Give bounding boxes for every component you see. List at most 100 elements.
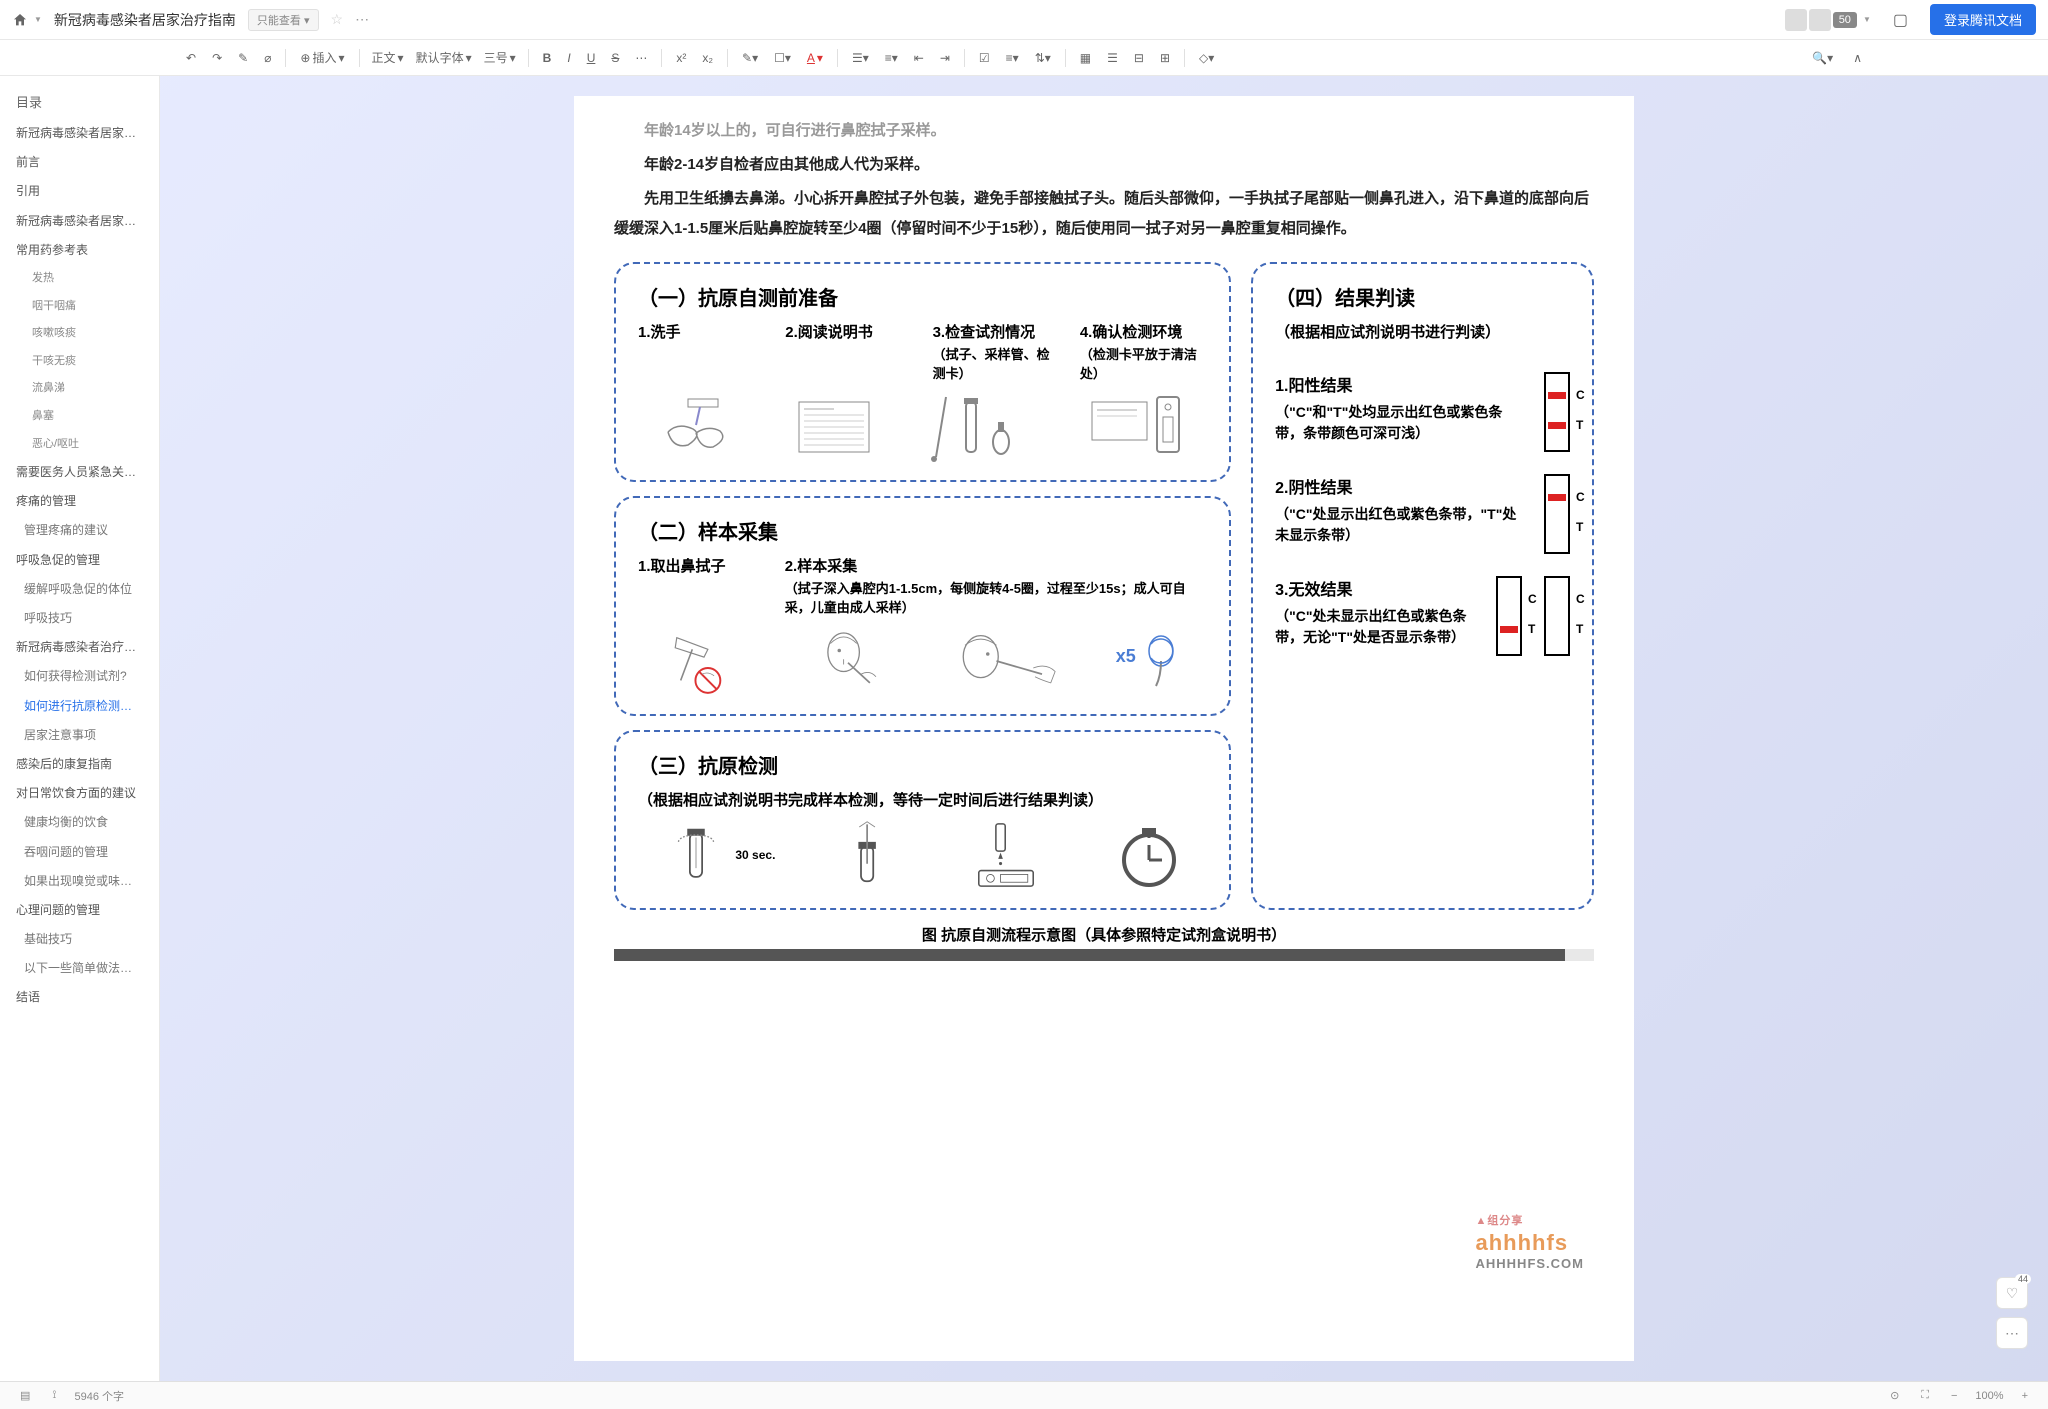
toc-item[interactable]: 新冠病毒感染者治疗抗原... (0, 633, 159, 662)
align-icon[interactable]: ≡▾ (1000, 47, 1025, 69)
result-title: 1.阳性结果 (1275, 372, 1530, 396)
toc-item[interactable]: 流鼻涕 (0, 375, 159, 403)
toc-item[interactable]: 干咳无痰 (0, 348, 159, 376)
star-icon[interactable]: ☆ (331, 11, 344, 28)
more-icon[interactable]: ⋯ (355, 11, 369, 28)
toc-item[interactable]: 结语 (0, 983, 159, 1012)
test-strip: CT (1544, 372, 1570, 452)
toc-item[interactable]: 健康均衡的饮食 (0, 808, 159, 837)
subscript-icon[interactable]: x₂ (696, 47, 719, 69)
illus-swab-open (659, 626, 749, 696)
illus-timer (1114, 820, 1184, 890)
content-area[interactable]: 年龄14岁以上的，可自行进行鼻腔拭子采样。 年龄2-14岁自检者应由其他成人代为… (160, 76, 2048, 1381)
toc-item[interactable]: 咽干咽痛 (0, 293, 159, 321)
box-title: （二）样本采集 (638, 516, 1207, 545)
toc-item[interactable]: 引用 (0, 177, 159, 206)
toc-item[interactable]: 如果出现嗅觉或味觉下降，建议： (0, 867, 159, 896)
outline-icon[interactable]: ▤ (16, 1387, 34, 1404)
search-icon[interactable]: 🔍▾ (1806, 47, 1839, 69)
toc-item[interactable]: 新冠病毒感染者居家治疗... (0, 207, 159, 236)
home-icon[interactable] (12, 12, 28, 28)
underline-icon[interactable]: U (581, 47, 602, 69)
highlight-icon[interactable]: ✎▾ (736, 47, 764, 69)
step-title: 1.洗手 (638, 321, 765, 342)
zoom-in[interactable]: + (2018, 1388, 2032, 1404)
step-note: （检测卡平放于清洁处） (1080, 344, 1207, 382)
login-button[interactable]: 登录腾讯文档 (1930, 4, 2036, 35)
toc-item[interactable]: 如何进行抗原检测和结果判读? (0, 692, 159, 721)
toc-item[interactable]: 疼痛的管理 (0, 487, 159, 516)
illus-drop (961, 820, 1051, 890)
italic-icon[interactable]: I (561, 47, 576, 69)
line-spacing-icon[interactable]: ⇅▾ (1029, 47, 1057, 69)
illus-manual (794, 392, 874, 462)
home-dropdown[interactable]: ▼ (34, 15, 42, 24)
step-title: 2.样本采集 (785, 555, 1207, 576)
toc-item[interactable]: 鼻塞 (0, 403, 159, 431)
bold-icon[interactable]: B (537, 47, 558, 69)
fullscreen-icon[interactable]: ⛶ (1917, 1387, 1933, 1404)
watermark: ▲组分享 ahhhhfs AHHHHFS.COM (1476, 1204, 1585, 1271)
more-float-button[interactable]: ⋯ (1996, 1317, 2028, 1349)
bg-color-icon[interactable]: ☐▾ (768, 47, 797, 69)
tool4-icon[interactable]: ⊞ (1154, 47, 1176, 69)
box-title: （一）抗原自测前准备 (638, 282, 1207, 311)
toc-item[interactable]: 基础技巧 (0, 925, 159, 954)
toc-item[interactable]: 吞咽问题的管理 (0, 838, 159, 867)
undo-icon[interactable]: ↶ (180, 47, 202, 69)
step-title: 1.取出鼻拭子 (638, 555, 765, 576)
toc-item[interactable]: 如何获得检测试剂? (0, 662, 159, 691)
tool3-icon[interactable]: ⊟ (1128, 47, 1150, 69)
toc-item[interactable]: 需要医务人员紧急关注的 "... (0, 458, 159, 487)
toc-item[interactable]: 管理疼痛的建议 (0, 516, 159, 545)
expand-icon[interactable]: ∧ (1847, 47, 1868, 69)
toc-item[interactable]: 呼吸技巧 (0, 604, 159, 633)
bullet-list-icon[interactable]: ☰▾ (846, 47, 875, 69)
toc-item[interactable]: 发热 (0, 265, 159, 293)
toc-item[interactable]: 恶心/呕吐 (0, 431, 159, 459)
redo-icon[interactable]: ↷ (206, 47, 228, 69)
tool1-icon[interactable]: ▦ (1074, 47, 1097, 69)
outdent-icon[interactable]: ⇤ (908, 47, 930, 69)
toc-item[interactable]: 前言 (0, 148, 159, 177)
present-icon[interactable]: ▢ (1893, 10, 1908, 30)
toc-item[interactable]: 咳嗽咳痰 (0, 320, 159, 348)
test-strip: CT (1544, 474, 1570, 554)
step-column: 1.洗手 (638, 321, 765, 382)
help-icon[interactable]: ⊙ (1886, 1387, 1903, 1404)
toc-item[interactable]: 呼吸急促的管理 (0, 546, 159, 575)
like-button[interactable]: ♡44 (1996, 1277, 2028, 1309)
toc-item[interactable]: 感染后的康复指南 (0, 750, 159, 779)
ruler-icon[interactable]: ⟟ (48, 1387, 60, 1404)
toc-item[interactable]: 居家注意事项 (0, 721, 159, 750)
toc-item[interactable]: 常用药参考表 (0, 236, 159, 265)
toc-item[interactable]: 新冠病毒感染者居家治疗... (0, 119, 159, 148)
zoom-out[interactable]: − (1947, 1388, 1961, 1404)
strike-icon[interactable]: S (605, 47, 625, 69)
word-count: 5946 个字 (75, 1388, 125, 1404)
insert-button[interactable]: ⊕ 插入 ▾ (294, 45, 350, 70)
superscript-icon[interactable]: x² (670, 47, 692, 69)
tool2-icon[interactable]: ☰ (1101, 47, 1124, 69)
tool5-icon[interactable]: ◇▾ (1193, 47, 1220, 69)
clear-format-icon[interactable]: ⌀ (258, 47, 277, 69)
illus-card (1087, 392, 1187, 462)
ellipsis-icon[interactable]: ⋯ (629, 47, 653, 69)
number-list-icon[interactable]: ≡▾ (879, 47, 904, 69)
indent-icon[interactable]: ⇥ (934, 47, 956, 69)
text-color-icon[interactable]: A▾ (801, 47, 829, 69)
font-family-select[interactable]: 默认字体 ▾ (412, 47, 476, 68)
horizontal-scrollbar[interactable] (614, 949, 1594, 961)
avatar-dropdown[interactable]: ▼ (1863, 15, 1871, 24)
format-painter-icon[interactable]: ✎ (232, 47, 254, 69)
result-title: 3.无效结果 (1275, 576, 1482, 600)
check-list-icon[interactable]: ☑ (973, 47, 996, 69)
avatar-group[interactable]: 50 ▼ (1785, 9, 1871, 31)
toc-item[interactable]: 心理问题的管理 (0, 896, 159, 925)
toc-item[interactable]: 以下一些简单做法会有所帮助： (0, 954, 159, 983)
font-size-select[interactable]: 三号 ▾ (480, 47, 520, 68)
paragraph-style-select[interactable]: 正文 ▾ (368, 47, 408, 68)
step-note: （拭子、采样管、检测卡） (933, 344, 1060, 382)
toc-item[interactable]: 对日常饮食方面的建议 (0, 779, 159, 808)
toc-item[interactable]: 缓解呼吸急促的体位 (0, 575, 159, 604)
